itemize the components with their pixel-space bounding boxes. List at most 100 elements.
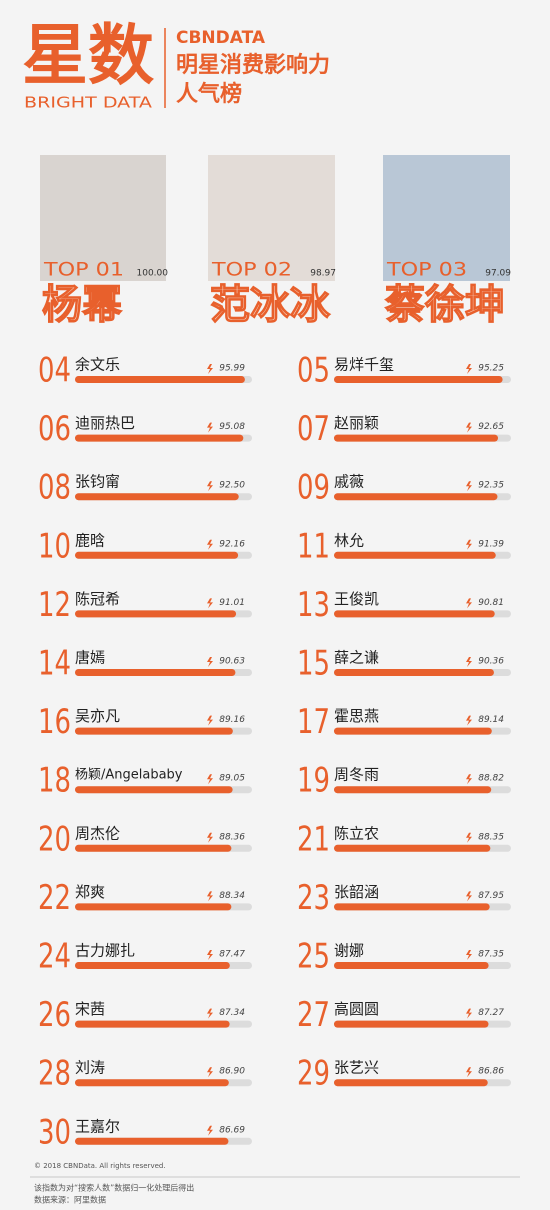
score: 92.50	[219, 481, 245, 491]
name: 易烊千玺	[334, 356, 394, 374]
rank: 11	[297, 526, 330, 566]
rank: 24	[38, 937, 71, 977]
bolt-icon	[207, 774, 213, 785]
top-label: TOP 02	[211, 259, 292, 281]
name: 张钧甯	[75, 473, 120, 491]
brand: CBNDATA	[176, 28, 266, 48]
score: 86.86	[478, 1067, 504, 1077]
top-label: TOP 03	[386, 259, 467, 281]
bar	[75, 376, 245, 383]
bolt-icon	[466, 422, 472, 433]
bolt-icon	[207, 1125, 213, 1136]
bolt-icon	[207, 1008, 213, 1019]
bar	[334, 727, 492, 735]
bar	[334, 786, 492, 794]
name: 薛之谦	[334, 649, 379, 667]
score: 87.27	[478, 1008, 504, 1018]
score: 88.35	[478, 832, 504, 842]
rank: 19	[297, 761, 330, 801]
rank: 10	[38, 526, 71, 566]
bolt-icon	[207, 891, 213, 902]
score: 95.08	[219, 422, 245, 432]
bar	[334, 493, 498, 501]
bolt-icon	[466, 891, 472, 902]
rank: 15	[297, 644, 330, 684]
score: 95.25	[478, 364, 504, 374]
rank: 26	[38, 995, 71, 1035]
top-label: TOP 01	[43, 259, 124, 281]
photo	[383, 155, 510, 281]
top-score: 98.97	[310, 269, 336, 279]
bar	[75, 669, 236, 676]
bolt-icon	[207, 1067, 213, 1078]
score: 91.01	[219, 598, 245, 608]
name: 戚薇	[334, 473, 364, 491]
score: 89.16	[219, 715, 245, 725]
score: 89.05	[219, 774, 245, 784]
bar	[334, 376, 503, 383]
photo	[208, 155, 335, 281]
name: 高圆圆	[334, 1000, 379, 1018]
name: 陈冠希	[75, 590, 120, 608]
name: 宋茜	[75, 1000, 105, 1018]
score: 87.95	[478, 891, 504, 901]
logo-sub: BRIGHT DATA	[24, 94, 153, 112]
bolt-icon	[466, 481, 472, 492]
bolt-icon	[466, 364, 472, 374]
photo	[40, 155, 166, 281]
name: 霍思燕	[334, 707, 379, 725]
bar	[75, 727, 233, 735]
bolt-icon	[466, 774, 472, 785]
score: 90.63	[219, 657, 245, 667]
name: 张韶涵	[334, 883, 379, 901]
name: 吴亦凡	[75, 707, 120, 725]
title: 人气榜	[176, 81, 242, 107]
rank: 27	[297, 995, 330, 1035]
bolt-icon	[466, 598, 472, 609]
rank: 29	[297, 1054, 330, 1094]
bolt-icon	[466, 1008, 472, 1019]
bolt-icon	[207, 832, 213, 843]
rank: 06	[38, 409, 71, 449]
rank: 30	[38, 1112, 71, 1152]
score: 86.69	[219, 1125, 245, 1135]
score: 87.34	[219, 1008, 245, 1018]
score: 91.39	[478, 539, 504, 549]
top-name: 杨幂	[42, 282, 122, 328]
top-name: 范冰冰	[210, 282, 331, 328]
bar	[334, 669, 494, 676]
name: 迪丽热巴	[75, 414, 135, 432]
bar	[334, 844, 491, 852]
rank: 12	[38, 585, 71, 625]
bolt-icon	[207, 950, 213, 960]
score: 90.36	[478, 657, 504, 667]
title: 明星消费影响力	[176, 52, 330, 78]
name: 鹿晗	[75, 531, 105, 549]
rank: 18	[38, 761, 71, 801]
rank: 09	[297, 468, 330, 508]
score: 92.35	[478, 481, 504, 491]
score: 88.36	[219, 832, 245, 842]
source: 数据来源：阿里数据	[34, 1195, 106, 1205]
name: 古力娜扎	[75, 942, 135, 960]
name: 周冬雨	[334, 766, 379, 784]
rank: 22	[38, 878, 71, 918]
score: 90.81	[478, 598, 504, 608]
bar	[75, 493, 239, 501]
rank: 05	[297, 351, 330, 391]
score: 92.65	[478, 422, 504, 432]
rank: 07	[297, 409, 330, 449]
name: 唐嫣	[75, 649, 105, 667]
rank: 28	[38, 1054, 71, 1094]
rank: 08	[38, 468, 71, 508]
name: 林允	[334, 531, 364, 549]
bolt-icon	[207, 481, 213, 492]
rank: 17	[297, 702, 330, 742]
top-score: 100.00	[137, 269, 169, 279]
name: 周杰伦	[75, 824, 120, 842]
name: 谢娜	[334, 942, 364, 960]
copyright: © 2018 CBNData. All rights reserved.	[34, 1162, 166, 1170]
name: 杨颖/Angelababy	[75, 768, 183, 783]
name: 郑爽	[75, 883, 105, 901]
bar	[334, 610, 495, 618]
